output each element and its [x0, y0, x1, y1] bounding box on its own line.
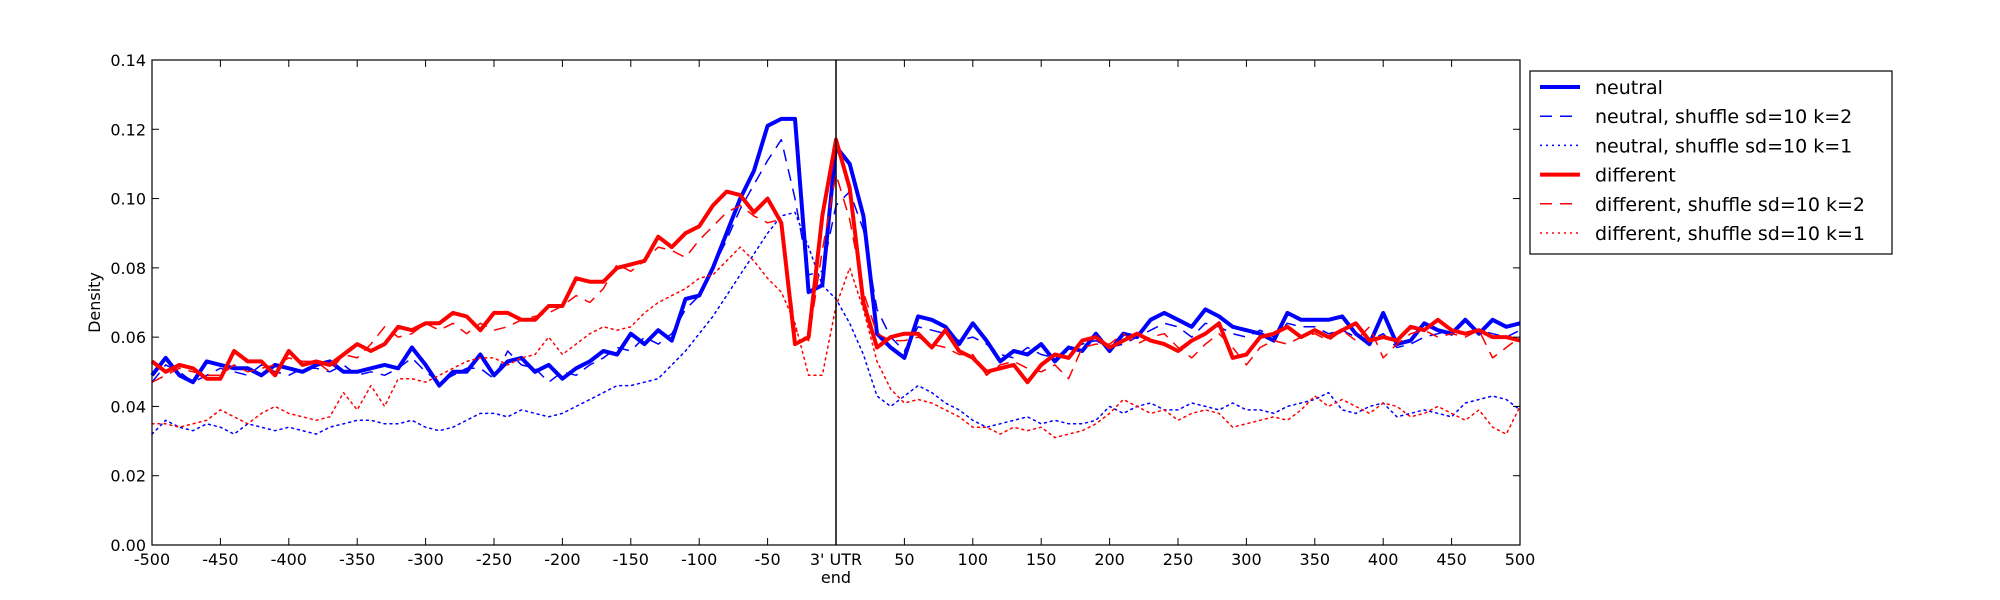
x-tick-label: 100 — [958, 550, 989, 569]
y-tick-label: 0.08 — [110, 259, 146, 278]
x-tick-label: 450 — [1436, 550, 1467, 569]
y-tick-label: 0.14 — [110, 51, 146, 70]
y-tick-label: 0.10 — [110, 190, 146, 209]
series-line-5 — [151, 173, 1521, 383]
x-tick-label: -500 — [134, 550, 170, 569]
y-tick-label: 0.00 — [110, 536, 146, 555]
legend-box — [1529, 70, 1893, 255]
y-axis-title: Density — [85, 272, 104, 333]
legend-label: different, shuffle sd=10 k=1 — [1595, 223, 1865, 245]
x-tick-label: -450 — [202, 550, 238, 569]
x-tick-label: -300 — [407, 550, 443, 569]
x-tick-label: 300 — [1231, 550, 1262, 569]
y-tick-label: 0.04 — [110, 397, 146, 416]
x-tick-label: -250 — [476, 550, 512, 569]
y-tick-label: 0.12 — [110, 120, 146, 139]
x-tick-label: -100 — [681, 550, 717, 569]
x-tick-label: -350 — [339, 550, 375, 569]
x-tick-label: 250 — [1163, 550, 1194, 569]
axis-ticks — [151, 59, 1521, 546]
x-tick-label: 3' UTR — [810, 550, 862, 569]
x-tick-label: -400 — [271, 550, 307, 569]
x-tick-label: -200 — [544, 550, 580, 569]
y-tick-label: 0.02 — [110, 467, 146, 486]
x-tick-label: 50 — [894, 550, 914, 569]
legend-label: different — [1595, 165, 1676, 187]
legend: neutral neutral, shuffle sd=10 k=2 neutral… — [1529, 70, 1893, 255]
x-tick-label: 500 — [1505, 550, 1536, 569]
x-tick-label: 200 — [1094, 550, 1125, 569]
legend-label: neutral, shuffle sd=10 k=2 — [1595, 106, 1852, 128]
legend-label: neutral, shuffle sd=10 k=1 — [1595, 135, 1852, 157]
legend-label: neutral — [1595, 77, 1663, 99]
x-tick-label: 150 — [1026, 550, 1057, 569]
x-axis-title: end — [821, 568, 851, 587]
x-tick-label: -50 — [755, 550, 781, 569]
axis-tick-labels: -500 -450 -400 -350 -300 -250 -200 -150 -100 -50 3… — [110, 51, 1535, 569]
y-tick-label: 0.06 — [110, 328, 146, 347]
legend-label: different, shuffle sd=10 k=2 — [1595, 194, 1865, 216]
x-tick-label: 400 — [1368, 550, 1399, 569]
x-tick-label: -150 — [613, 550, 649, 569]
x-tick-label: 350 — [1300, 550, 1331, 569]
